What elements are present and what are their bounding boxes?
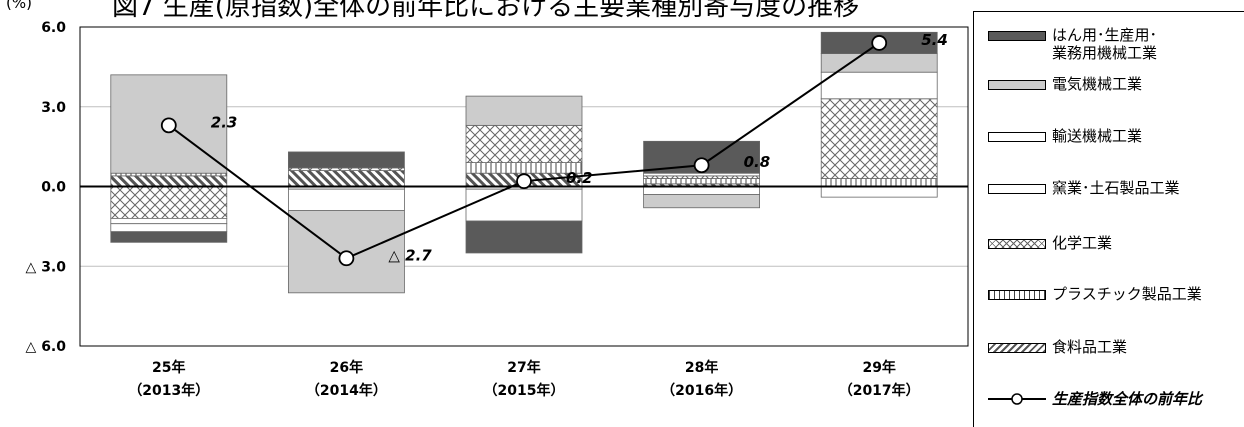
legend-item-ceramics: 窯業･土石製品工業 [988,179,1180,197]
bar-segment-chemical [110,186,228,219]
total-data-label: △ 2.7 [388,246,432,264]
bar-segment-plastic [465,162,583,174]
total-data-label: 0.2 [566,169,593,187]
legend-item-machinery: はん用･生産用･ 業務用機械工業 [988,26,1157,62]
legend-item-plastic: プラスチック製品工業 [988,285,1202,303]
x-category-sublabel: （2016年） [661,382,742,399]
legend-label-machinery: はん用･生産用･ 業務用機械工業 [1052,26,1158,62]
x-category-sublabel: （2013年） [128,382,209,399]
contribution-chart: 6.0 3.0 0.0 △ 3.0 △ 6.0 2.3 △ 2.7 0.2 0.8 5.4 25年 （… [26,20,969,399]
x-category-label: 25年 [152,359,185,376]
x-category-sublabel: （2017年） [839,382,920,399]
bar-segment-transport [820,71,938,100]
legend-swatch-transport [988,132,1046,142]
bar-segment-ceramics [110,217,228,225]
total-point [338,250,355,267]
legend-swatch-machinery [988,31,1046,41]
y-tick-label: △ 6.0 [26,339,67,355]
chart-title: 図7 生産(原指数)全体の前年比における主要業種別寄与度の推移 [112,0,860,22]
bar-segment-transport [287,188,405,211]
legend: はん用･生産用･ 業務用機械工業 電気機械工業 輸送機械工業 窯業･土石製品工業… [973,11,1244,427]
total-point [871,35,888,51]
bar-segment-machinery [287,151,405,169]
legend-label-ceramics: 窯業･土石製品工業 [1052,179,1180,197]
legend-item-total: 生産指数全体の前年比 [988,390,1202,408]
x-category-label: 26年 [330,359,363,376]
total-data-label: 5.4 [921,31,948,49]
y-tick-label: 6.0 [41,20,66,36]
bar-segment-chemical [465,124,583,163]
x-category-sublabel: （2014年） [306,382,387,399]
legend-item-transport: 輸送機械工業 [988,127,1142,145]
legend-swatch-electrical [988,80,1046,90]
bar-segment-plastic [643,178,760,185]
bar-segment-transport [643,186,760,195]
legend-item-chemical: 化学工業 [988,234,1112,252]
bar-segment-plastic [820,178,938,187]
legend-label-transport: 輸送機械工業 [1052,127,1143,145]
legend-label-total: 生産指数全体の前年比 [1052,390,1203,408]
legend-item-electrical: 電気機械工業 [988,75,1142,93]
legend-label-food: 食料品工業 [1052,338,1128,356]
y-tick-label: 0.0 [41,180,66,196]
y-unit-label: (%) [6,0,32,12]
bar-segment-machinery [110,231,228,243]
legend-swatch-plastic [988,290,1046,300]
y-tick-label: △ 3.0 [26,259,67,275]
x-category-label: 27年 [507,359,540,376]
bar-segment-electrical [465,95,583,126]
legend-swatch-food [988,343,1046,353]
legend-label-plastic: プラスチック製品工業 [1052,285,1202,303]
total-data-label: 2.3 [211,113,238,131]
legend-swatch-chemical [988,239,1046,249]
bar-segment-electrical [820,53,938,73]
x-category-label: 29年 [862,359,895,376]
bar-segment-ceramics [820,186,938,198]
total-point [516,173,532,190]
bar-segment-food [287,170,405,187]
bar-segment-machinery [465,220,583,254]
x-category-label: 28年 [685,359,718,376]
total-point [693,157,710,174]
bar-segment-chemical [820,98,938,179]
bar-segment-transport [465,188,583,222]
bar-segment-electrical [643,194,760,209]
x-category-sublabel: （2015年） [484,382,565,399]
legend-line-marker [988,393,1046,405]
y-tick-label: 3.0 [41,100,66,116]
total-data-label: 0.8 [744,153,771,171]
legend-label-electrical: 電気機械工業 [1052,75,1143,93]
bar-segment-food [110,175,228,187]
legend-swatch-ceramics [988,184,1046,194]
bar-segment-transport [110,223,228,233]
legend-label-chemical: 化学工業 [1052,234,1113,252]
total-point [160,117,177,134]
legend-item-food: 食料品工業 [988,338,1127,356]
